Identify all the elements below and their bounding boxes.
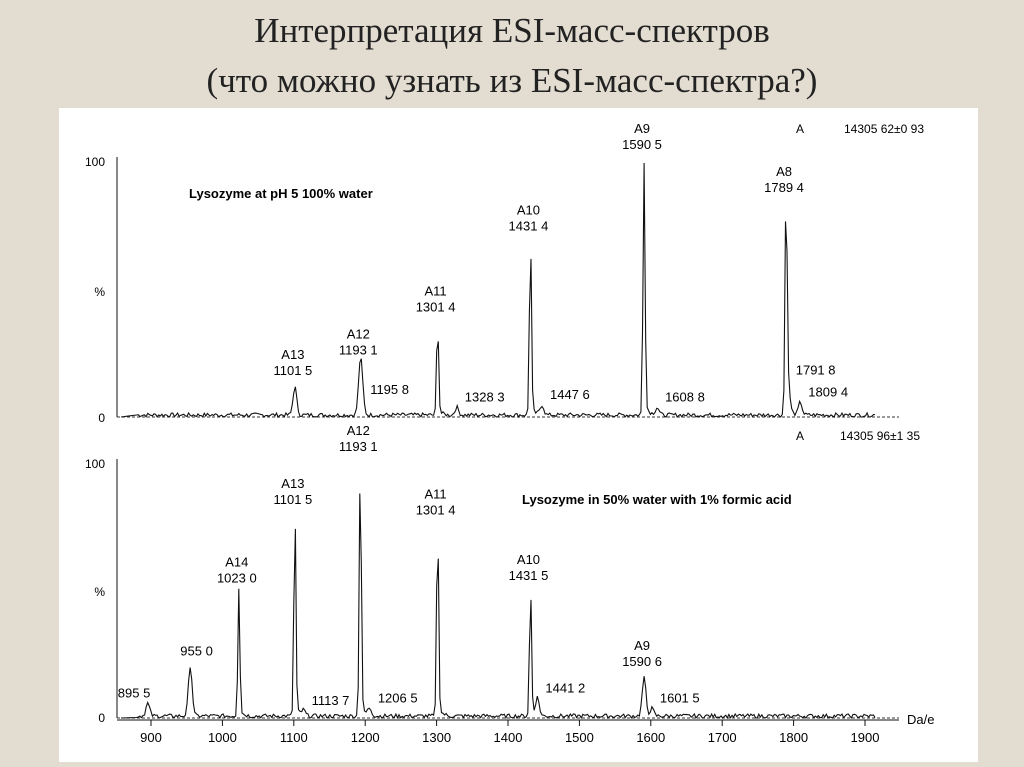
peak-charge-label: A13	[281, 476, 304, 491]
x-tick-label: 900	[140, 730, 162, 745]
x-axis-unit-label: Da/e	[907, 712, 934, 727]
peak-mz-label: 895 5	[118, 685, 151, 700]
peak-mz-label: 1590 6	[622, 654, 662, 669]
x-tick-label: 1400	[494, 730, 523, 745]
peak-mz-label: 1601 5	[660, 690, 700, 705]
peak-mz-label: 955 0	[180, 643, 213, 658]
panel-1-y-tick-label: 100	[85, 457, 105, 471]
slide-title-line-2: (что можно узнать из ESI-масс-спектра?)	[206, 61, 818, 100]
peak-mz-label: 1193 1	[339, 343, 378, 358]
x-tick-label: 1800	[779, 730, 808, 745]
peak-charge-label: A11	[425, 486, 447, 501]
peak-mz-label: 1447 6	[550, 387, 590, 402]
peak-mz-label: 1301 4	[416, 300, 456, 315]
panel-1-title: Lysozyme in 50% water with 1% formic aci…	[522, 492, 792, 507]
peak-mz-label: 1195 8	[370, 382, 409, 397]
x-tick-label: 1200	[351, 730, 380, 745]
peak-mz-label: 1328 3	[465, 389, 505, 404]
x-tick-label: 1700	[708, 730, 737, 745]
peak-mz-label: 1441 2	[545, 680, 585, 695]
x-tick-label: 1500	[565, 730, 594, 745]
peak-charge-label: A14	[225, 555, 248, 570]
peak-mz-label: 1590 5	[622, 137, 662, 152]
panel-0-spectrum-trace	[120, 162, 876, 418]
peak-mz-label: 1431 4	[509, 218, 549, 233]
peak-mz-label: 1791 8	[796, 363, 836, 378]
peak-mz-label: 1431 5	[509, 568, 549, 583]
peak-mz-label: 1809 4	[808, 384, 848, 399]
peak-charge-label: A11	[425, 284, 447, 299]
esi-mass-spectra-chart: 100% 0 Lysozyme at pH 5 100% water A 14305 6…	[85, 121, 935, 745]
panel-0-y-tick-label: 100	[85, 155, 105, 169]
peak-mz-label: 1023 0	[217, 571, 257, 586]
peak-mz-label: 1113 7	[312, 693, 350, 708]
panel-0-title: Lysozyme at pH 5 100% water	[189, 186, 373, 201]
peak-mz-label: 1193 1	[339, 439, 378, 454]
x-tick-label: 1100	[280, 730, 308, 745]
panel-1-spectrum-trace	[120, 493, 876, 720]
x-tick-label: 1300	[422, 730, 451, 745]
panel-0-mass-annotation: 14305 62±0 93	[844, 122, 924, 136]
panel-1-y-tick-label: %	[94, 585, 105, 599]
peak-mz-label: 1301 4	[416, 502, 456, 517]
x-tick-label: 1900	[851, 730, 880, 745]
panel-0-series-label: A	[796, 122, 804, 136]
panel-1-series-label: A	[796, 429, 804, 443]
peak-mz-label: 1608 8	[665, 389, 705, 404]
panel-1-y-tick-label: 0	[98, 711, 105, 725]
slide-title-line-1: Интерпретация ESI-масс-спектров	[254, 11, 770, 50]
panel-1-mass-annotation: 14305 96±1 35	[840, 429, 920, 443]
peak-charge-label: A13	[281, 347, 304, 362]
peak-charge-label: A8	[776, 164, 792, 179]
peak-charge-label: A10	[517, 552, 540, 567]
x-tick-label: 1000	[208, 730, 237, 745]
peak-charge-label: A12	[347, 423, 370, 438]
x-tick-label: 1600	[636, 730, 665, 745]
peak-mz-label: 1206 5	[378, 690, 418, 705]
spectrum-figure: 100% 0 Lysozyme at pH 5 100% water A 14305 6…	[59, 108, 978, 762]
panel-0-y-tick-label: %	[94, 285, 105, 299]
peak-charge-label: A12	[347, 327, 370, 342]
peak-charge-label: A9	[634, 638, 650, 653]
peak-charge-label: A9	[634, 121, 650, 136]
peak-mz-label: 1789 4	[764, 180, 804, 195]
peak-charge-label: A10	[517, 202, 540, 217]
slide-title: Интерпретация ESI-масс-спектров (что мож…	[0, 6, 1024, 106]
peak-mz-label: 1101 5	[273, 363, 312, 378]
panel-0-y-tick-label: 0	[98, 411, 105, 425]
peak-mz-label: 1101 5	[273, 492, 312, 507]
